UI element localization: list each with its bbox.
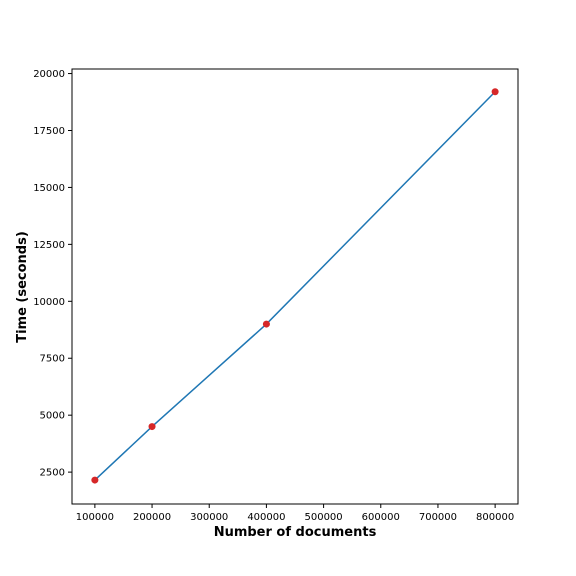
y-tick-label: 15000 — [33, 183, 65, 194]
x-tick-label: 800000 — [476, 512, 514, 523]
x-tick-label: 400000 — [247, 512, 285, 523]
x-tick-label: 700000 — [419, 512, 457, 523]
y-tick-label: 17500 — [33, 126, 65, 137]
y-tick-label: 20000 — [33, 69, 65, 80]
plot-area — [91, 88, 499, 484]
y-tick-label: 7500 — [40, 354, 65, 365]
x-tick-label: 500000 — [304, 512, 342, 523]
x-axis-ticks: 100000 200000 300000 400000 500000 600000 7000… — [76, 504, 514, 523]
data-point — [262, 320, 270, 328]
x-axis-label: Number of documents — [214, 525, 377, 540]
series-line — [94, 91, 496, 481]
y-tick-label: 12500 — [33, 240, 65, 251]
y-axis-ticks: 2500 5000 7500 10000 12500 15000 17500 20000 — [33, 69, 72, 479]
data-point — [91, 476, 99, 484]
y-tick-label: 10000 — [33, 297, 65, 308]
y-axis-label: Time (seconds) — [15, 231, 30, 343]
axes-frame — [71, 68, 519, 505]
x-tick-label: 600000 — [362, 512, 400, 523]
x-tick-label: 300000 — [190, 512, 228, 523]
y-tick-label: 5000 — [40, 411, 65, 422]
data-point — [148, 423, 156, 431]
y-tick-label: 2500 — [40, 468, 65, 479]
data-point — [491, 88, 499, 96]
x-tick-label: 200000 — [133, 512, 171, 523]
x-tick-label: 100000 — [76, 512, 114, 523]
